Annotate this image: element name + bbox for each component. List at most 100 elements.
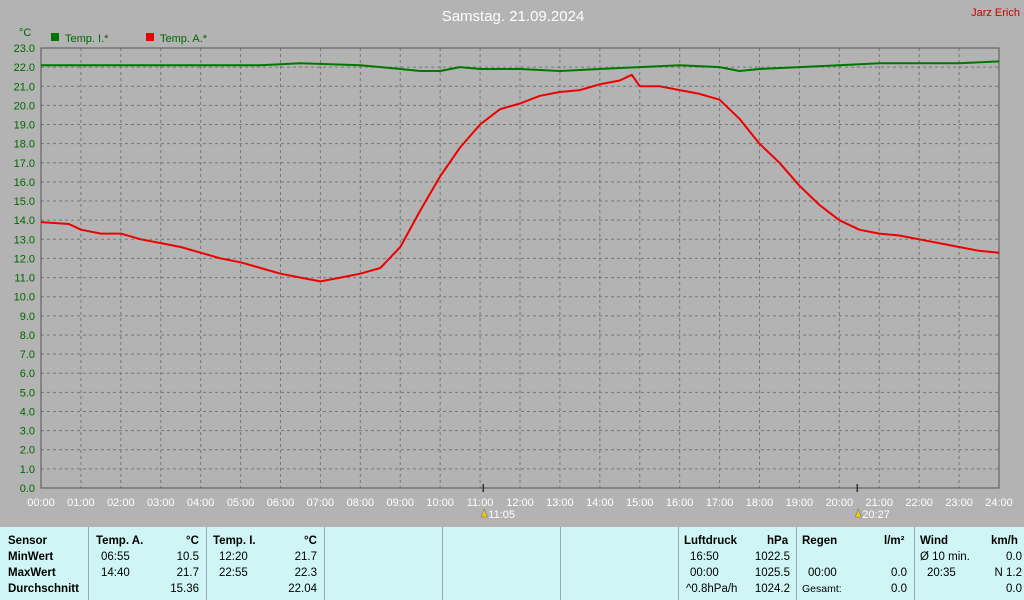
y-tick-label: 20.0 — [14, 100, 35, 112]
y-tick-label: 2.0 — [20, 445, 35, 457]
x-tick-label: 08:00 — [347, 497, 375, 509]
y-tick-label: 10.0 — [14, 292, 35, 304]
x-tick-label: 23:00 — [945, 497, 973, 509]
legend-swatch-indoor — [51, 33, 59, 41]
x-tick-label: 11:00 — [467, 497, 494, 509]
rain-time: 00:00 — [808, 567, 837, 579]
y-tick-label: 14.0 — [14, 215, 35, 227]
temp-i-max-time: 22:55 — [219, 567, 248, 579]
x-tick-label: 19:00 — [786, 497, 814, 509]
x-tick-label: 09:00 — [386, 497, 414, 509]
temp-a-header: Temp. A. — [96, 535, 144, 547]
rain-total-label: Gesamt: — [802, 583, 842, 595]
marker-label: 20:27 — [862, 509, 890, 521]
temp-a-max-time: 14:40 — [101, 567, 130, 579]
y-tick-label: 11.0 — [14, 273, 35, 285]
temp-i-max-value: 22.3 — [294, 567, 317, 579]
wind-max-time: 20:35 — [927, 567, 956, 579]
statistics-panel: Sensor MinWert MaxWert Durchschnitt Temp… — [0, 527, 1024, 600]
x-tick-label: 13:00 — [546, 497, 574, 509]
x-tick-label: 17:00 — [706, 497, 734, 509]
x-axis: 00:00 01:00 02:00 03:00 04:00 05:00 06:00 07:00… — [27, 497, 1013, 509]
temp-i-unit: °C — [304, 535, 317, 547]
plot-frame — [40, 47, 1000, 489]
y-tick-label: 7.0 — [20, 349, 35, 361]
y-tick-label: 19.0 — [14, 120, 35, 132]
y-tick-label: 22.0 — [14, 62, 35, 74]
x-tick-label: 21:00 — [865, 497, 893, 509]
legend-label-outdoor: Temp. A.* — [160, 33, 208, 45]
series-line-outdoor — [40, 73, 1000, 283]
rain-total-value: 0.0 — [891, 583, 907, 595]
pressure-min-value: 1022.5 — [754, 551, 790, 563]
legend-label-indoor: Temp. I.* — [65, 33, 109, 45]
y-tick-label: 8.0 — [20, 330, 35, 342]
x-tick-label: 20:00 — [826, 497, 854, 509]
rain-header: Regen — [802, 535, 838, 547]
rain-value: 0.0 — [891, 567, 907, 579]
plot-lines — [40, 60, 1000, 283]
temp-i-min-time: 12:20 — [219, 551, 248, 563]
temp-i-min-value: 21.7 — [294, 551, 317, 563]
grid — [40, 47, 1000, 489]
x-tick-label: 16:00 — [666, 497, 694, 509]
x-tick-label: 03:00 — [147, 497, 175, 509]
temp-a-unit: °C — [186, 535, 199, 547]
pressure-max-value: 1025.5 — [754, 567, 790, 579]
legend-swatch-outdoor — [146, 33, 154, 41]
sun-markers: 11:05 20:27 — [480, 484, 890, 521]
maxwert-label: MaxWert — [8, 567, 56, 579]
y-tick-label: 13.0 — [14, 234, 35, 246]
y-axis: 0.0 1.0 2.0 3.0 4.0 5.0 6.0 7.0 8.0 9.0 10.0 11.0 12… — [14, 43, 35, 495]
legend: Temp. I.* Temp. A.* — [51, 33, 208, 45]
temp-a-max-value: 21.7 — [176, 567, 199, 579]
chart-title: Samstag. 21.09.2024 — [442, 8, 585, 25]
temp-a-min-time: 06:55 — [101, 551, 130, 563]
y-tick-label: 23.0 — [14, 43, 35, 55]
sunrise-icon — [480, 508, 488, 518]
sensor-header: Sensor — [8, 535, 47, 547]
wind-header: Wind — [920, 535, 948, 547]
pressure-trend: ^0.8hPa/h — [686, 583, 738, 595]
pressure-current: 1024.2 — [754, 583, 790, 595]
x-tick-label: 07:00 — [307, 497, 335, 509]
y-tick-label: 9.0 — [20, 311, 35, 323]
x-tick-label: 04:00 — [187, 497, 215, 509]
y-tick-label: 12.0 — [14, 253, 35, 265]
pressure-unit: hPa — [767, 535, 789, 547]
y-tick-label: 6.0 — [20, 368, 35, 380]
wind-value: 0.0 — [1006, 583, 1022, 595]
temp-i-average: 22.04 — [288, 583, 317, 595]
series-line-indoor — [41, 60, 1000, 72]
sunset-icon — [854, 508, 862, 518]
pressure-min-time: 16:50 — [690, 551, 719, 563]
x-tick-label: 02:00 — [107, 497, 135, 509]
wind-avg-label: Ø 10 min. — [920, 551, 970, 563]
pressure-header: Luftdruck — [684, 535, 738, 547]
temp-a-average: 15.36 — [170, 583, 199, 595]
temperature-chart: Samstag. 21.09.2024 Jarz Erich °C Temp. … — [14, 7, 1020, 521]
y-tick-label: 21.0 — [14, 81, 35, 93]
x-tick-label: 18:00 — [746, 497, 774, 509]
wind-avg-value: 0.0 — [1006, 551, 1022, 563]
wind-max-value: N 1.2 — [994, 567, 1023, 579]
x-tick-label: 05:00 — [227, 497, 255, 509]
x-tick-label: 24:00 — [985, 497, 1013, 509]
pressure-max-time: 00:00 — [690, 567, 719, 579]
x-tick-label: 00:00 — [27, 497, 55, 509]
y-tick-label: 4.0 — [20, 406, 35, 418]
y-unit-label: °C — [19, 27, 31, 39]
x-tick-label: 10:00 — [426, 497, 454, 509]
x-tick-label: 14:00 — [586, 497, 614, 509]
x-tick-label: 15:00 — [626, 497, 654, 509]
y-tick-label: 5.0 — [20, 387, 35, 399]
temp-i-header: Temp. I. — [213, 535, 256, 547]
x-tick-label: 06:00 — [267, 497, 295, 509]
y-tick-label: 0.0 — [20, 483, 35, 495]
rain-unit: l/m² — [884, 535, 905, 547]
temp-a-min-value: 10.5 — [176, 551, 199, 563]
durchschnitt-label: Durchschnitt — [8, 583, 79, 595]
y-tick-label: 15.0 — [14, 196, 35, 208]
x-tick-label: 12:00 — [506, 497, 534, 509]
author-label: Jarz Erich — [971, 7, 1020, 19]
